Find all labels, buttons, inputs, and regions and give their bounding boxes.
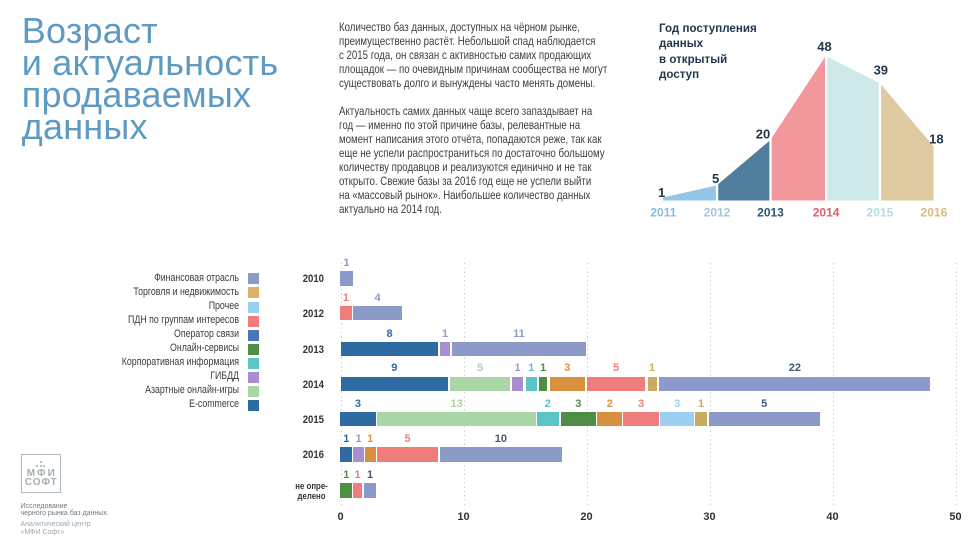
svg-text:2012: 2012 <box>704 206 731 220</box>
svg-text:48: 48 <box>817 39 831 54</box>
svg-text:18: 18 <box>929 132 943 147</box>
svg-text:2014: 2014 <box>813 206 840 220</box>
svg-text:2016: 2016 <box>921 206 948 220</box>
svg-text:2015: 2015 <box>867 206 894 220</box>
svg-text:5: 5 <box>712 171 719 186</box>
svg-text:39: 39 <box>874 62 888 77</box>
svg-text:2013: 2013 <box>757 206 784 220</box>
svg-text:2011: 2011 <box>650 206 676 220</box>
svg-text:20: 20 <box>756 126 770 141</box>
svg-text:1: 1 <box>658 185 665 200</box>
